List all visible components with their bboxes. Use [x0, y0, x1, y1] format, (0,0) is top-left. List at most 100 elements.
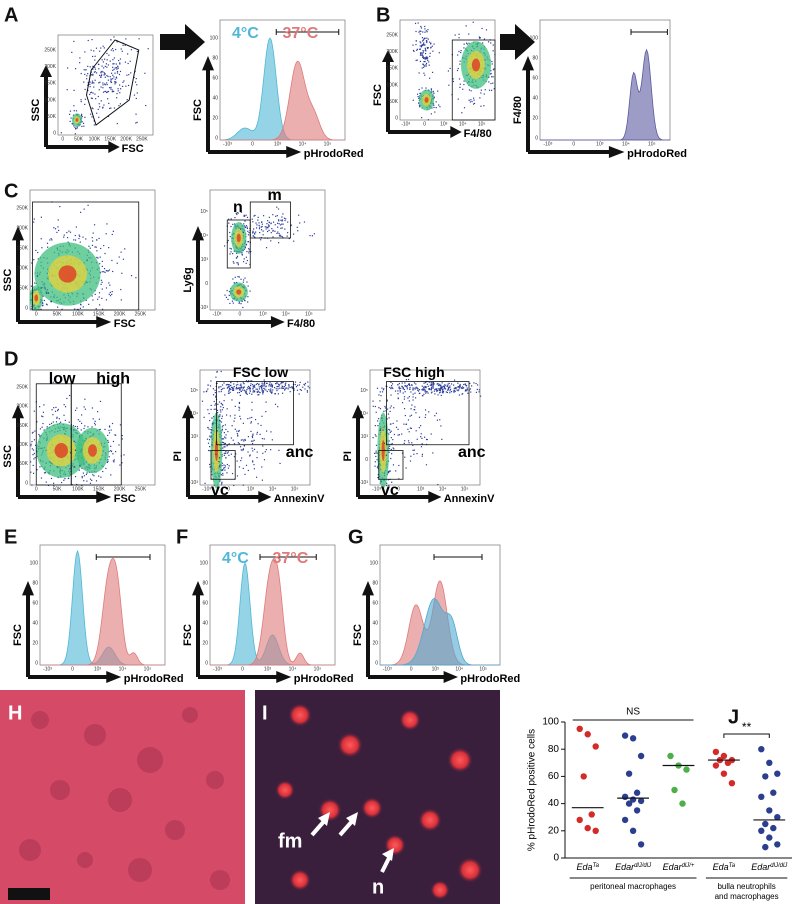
event-dot — [249, 454, 251, 456]
event-dot — [74, 466, 76, 468]
x-axis-label: F4/80 — [464, 128, 492, 140]
event-dot — [492, 82, 494, 84]
event-dot — [250, 251, 252, 253]
event-dot — [417, 22, 419, 24]
event-dot — [236, 213, 238, 216]
event-dot — [240, 459, 242, 462]
event-dot — [247, 469, 249, 472]
data-point — [720, 752, 728, 760]
event-dot — [411, 442, 413, 444]
event-dot — [262, 391, 264, 393]
event-dot — [90, 92, 92, 94]
event-dot — [120, 88, 122, 90]
event-dot — [276, 385, 278, 388]
event-dot — [224, 294, 226, 296]
event-dot — [98, 304, 101, 306]
event-dot — [256, 382, 258, 385]
data-point — [576, 816, 583, 824]
event-dot — [384, 407, 387, 409]
event-dot — [222, 407, 224, 409]
event-dot — [238, 302, 240, 304]
data-point — [712, 748, 720, 756]
event-dot — [227, 239, 229, 242]
event-dot — [404, 440, 406, 442]
event-dot — [70, 452, 72, 454]
event-dot — [104, 271, 106, 273]
event-dot — [103, 74, 105, 76]
event-dot — [98, 418, 100, 420]
event-dot — [56, 416, 58, 418]
event-dot — [81, 477, 83, 479]
event-dot — [245, 214, 247, 216]
y-tick-label: 20 — [32, 640, 38, 646]
event-dot — [42, 422, 44, 425]
event-dot — [386, 400, 388, 402]
y-tick-label: 100 — [200, 560, 209, 566]
event-dot — [93, 422, 96, 424]
event-dot — [64, 478, 66, 480]
event-dot — [130, 275, 133, 277]
y-tick-label: 60 — [372, 600, 378, 606]
event-dot — [63, 479, 65, 481]
event-dot — [238, 406, 240, 408]
event-dot — [425, 62, 428, 65]
event-dot — [415, 386, 417, 388]
event-dot — [270, 388, 272, 390]
event-dot — [425, 392, 427, 394]
event-dot — [423, 72, 425, 74]
event-dot — [40, 216, 42, 218]
y-tick-label: 80 — [32, 580, 38, 586]
event-dot — [112, 270, 114, 273]
event-dot — [226, 387, 229, 389]
event-dot — [219, 464, 221, 466]
event-dot — [60, 132, 62, 134]
density-core — [236, 233, 241, 243]
event-dot — [223, 245, 226, 247]
density-core — [88, 444, 97, 457]
event-dot — [419, 54, 422, 56]
gate — [210, 450, 236, 480]
event-dot — [229, 247, 231, 249]
event-dot — [447, 383, 449, 385]
x-tick-label: 200K — [114, 311, 126, 317]
axis-arrowhead — [450, 126, 462, 138]
event-dot — [453, 387, 455, 389]
event-dot — [119, 464, 121, 466]
event-dot — [425, 40, 428, 42]
event-dot — [234, 282, 236, 284]
event-dot — [251, 447, 253, 449]
event-dot — [121, 434, 123, 437]
event-dot — [423, 386, 425, 388]
event-dot — [452, 80, 455, 83]
event-dot — [424, 409, 427, 411]
event-dot — [83, 125, 85, 127]
event-dot — [228, 294, 230, 297]
event-dot — [493, 68, 495, 70]
event-dot — [270, 222, 272, 225]
event-dot — [374, 452, 376, 454]
event-dot — [219, 420, 221, 422]
event-dot — [227, 451, 229, 453]
event-dot — [464, 384, 467, 386]
event-dot — [457, 386, 459, 388]
event-dot — [288, 386, 290, 388]
x-tick-label: 10⁴ — [282, 311, 290, 317]
event-dot — [221, 426, 223, 428]
event-dot — [397, 393, 399, 395]
event-dot — [53, 227, 55, 229]
y-tick-label: 100 — [530, 35, 539, 41]
event-dot — [105, 287, 108, 289]
event-dot — [461, 386, 464, 388]
event-dot — [80, 304, 82, 306]
event-dot — [425, 386, 427, 388]
event-dot — [107, 64, 109, 66]
event-dot — [89, 482, 92, 484]
event-dot — [245, 244, 247, 246]
event-dot — [95, 308, 97, 310]
y-axis-label: SSC — [2, 269, 14, 292]
event-dot — [208, 428, 210, 430]
event-dot — [101, 70, 103, 72]
event-dot — [216, 409, 219, 412]
event-dot — [88, 303, 90, 305]
event-dot — [219, 409, 221, 411]
